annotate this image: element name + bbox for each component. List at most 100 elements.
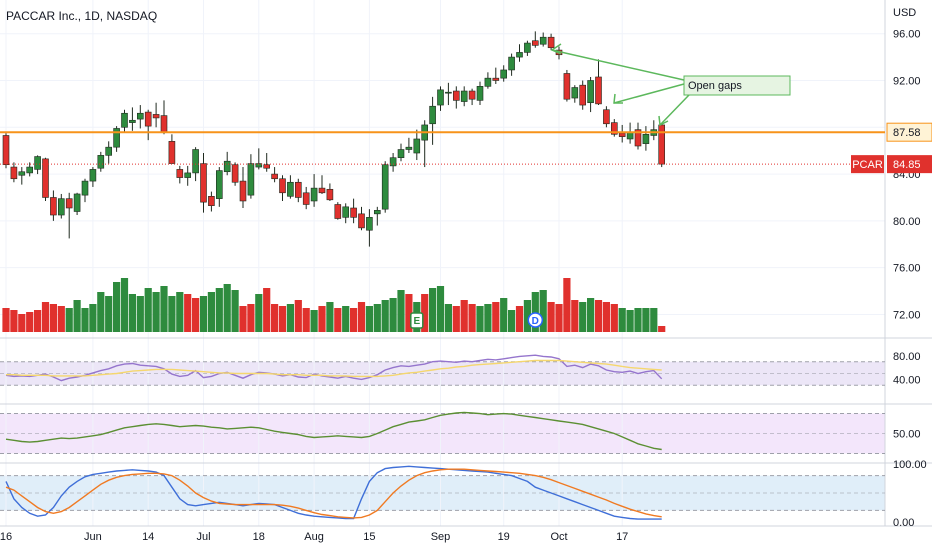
volume-bars [2, 278, 666, 332]
candle-body [152, 114, 160, 119]
chart-title: PACCAR Inc., 1D, NASDAQ [6, 9, 157, 23]
candle-body [247, 163, 255, 196]
oscillator-axis-label: 80.00 [893, 351, 921, 363]
candle-body [65, 198, 73, 209]
volume-bar [2, 308, 10, 332]
candle-body [18, 171, 26, 176]
volume-bar [421, 294, 429, 332]
volume-bar [89, 304, 97, 332]
volume-bar [444, 304, 452, 332]
candle-body [492, 77, 500, 81]
currency-label: USD [893, 7, 916, 19]
volume-bar [18, 314, 26, 332]
y-tick-label: 72.00 [893, 309, 921, 321]
candle-body [587, 80, 594, 104]
candle-body [184, 172, 191, 178]
oscillator-line [5, 411, 662, 451]
oscillator-line [5, 354, 663, 382]
candle-body [73, 193, 81, 212]
volume-bar [199, 296, 208, 332]
volume-bar [642, 308, 650, 332]
volume-bar [136, 296, 144, 332]
oscillator-axis-label: 100.00 [893, 459, 927, 471]
volume-bar [357, 302, 366, 332]
volume-bar [365, 306, 373, 332]
x-tick-label: 16 [0, 531, 12, 543]
volume-bar [658, 326, 666, 332]
candle-body [524, 42, 531, 53]
event-label: D [532, 316, 539, 327]
price-level-lines [0, 131, 885, 165]
level-price-label: 87.58 [893, 127, 921, 139]
volume-bar [160, 286, 168, 332]
volume-bar [436, 286, 445, 332]
candle-body [547, 36, 555, 49]
volume-bar [176, 292, 184, 332]
x-tick-label: Sep [431, 531, 451, 543]
volume-bar [500, 298, 508, 332]
volume-bar [618, 308, 626, 332]
volume-bar [492, 302, 500, 332]
volume-bar [515, 306, 524, 332]
oscillator-line [5, 465, 662, 520]
volume-bar [389, 298, 397, 332]
candle-body [500, 69, 508, 79]
oscillator-axis-label: 50.00 [893, 429, 921, 441]
candle-body [318, 187, 326, 194]
volume-bar [650, 308, 658, 332]
volume-bar [326, 302, 334, 332]
last-price-label: 84.85 [893, 159, 921, 171]
pane-backgrounds [0, 361, 885, 511]
candle-body [579, 84, 587, 106]
volume-bar [81, 308, 89, 332]
volume-bar [397, 290, 405, 332]
volume-bar [286, 304, 294, 332]
oscillator-line [6, 359, 662, 378]
oscillator-line [5, 468, 662, 519]
volume-bar [381, 300, 389, 332]
volume-bar [105, 296, 113, 332]
candle-body [42, 158, 49, 198]
volume-bar [587, 298, 595, 332]
annotation-label: Open gaps [688, 80, 742, 92]
symbol-label: PCAR [852, 159, 883, 171]
volume-bar [231, 290, 239, 332]
candle-body [121, 112, 128, 128]
candle-body [381, 164, 389, 210]
candle-body [563, 73, 571, 100]
candle-body [531, 40, 539, 46]
y-tick-label: 96.00 [893, 29, 921, 41]
oscillator-axis-label: 40.00 [893, 374, 921, 386]
annotation-arrowhead [658, 115, 669, 127]
candle-body [437, 89, 444, 106]
candle-body [468, 90, 476, 100]
x-tick-label: 15 [363, 531, 375, 543]
candle-body [239, 180, 247, 202]
event-label: E [413, 316, 420, 327]
volume-bar [302, 308, 310, 332]
y-tick-label: 80.00 [893, 216, 921, 228]
candle-body [105, 146, 112, 156]
x-tick-label: 19 [498, 531, 510, 543]
last-price-tag [887, 155, 932, 174]
volume-bar [634, 308, 642, 332]
volume-bar [373, 304, 381, 332]
candle-body [192, 149, 199, 174]
volume-bar [602, 302, 610, 332]
candle-body [255, 163, 263, 168]
x-tick-label: 14 [142, 531, 154, 543]
volume-bar [555, 304, 563, 332]
candle-body [642, 134, 650, 144]
candle-body [484, 77, 492, 87]
dividend-marker [527, 312, 544, 328]
volume-bar [318, 306, 326, 332]
volume-bar [539, 290, 547, 332]
candle-body [595, 76, 602, 105]
candle-body [294, 181, 302, 198]
candle-body [539, 36, 547, 45]
candle-body [10, 166, 18, 180]
volume-bar [239, 306, 247, 332]
volume-bar [429, 288, 437, 332]
